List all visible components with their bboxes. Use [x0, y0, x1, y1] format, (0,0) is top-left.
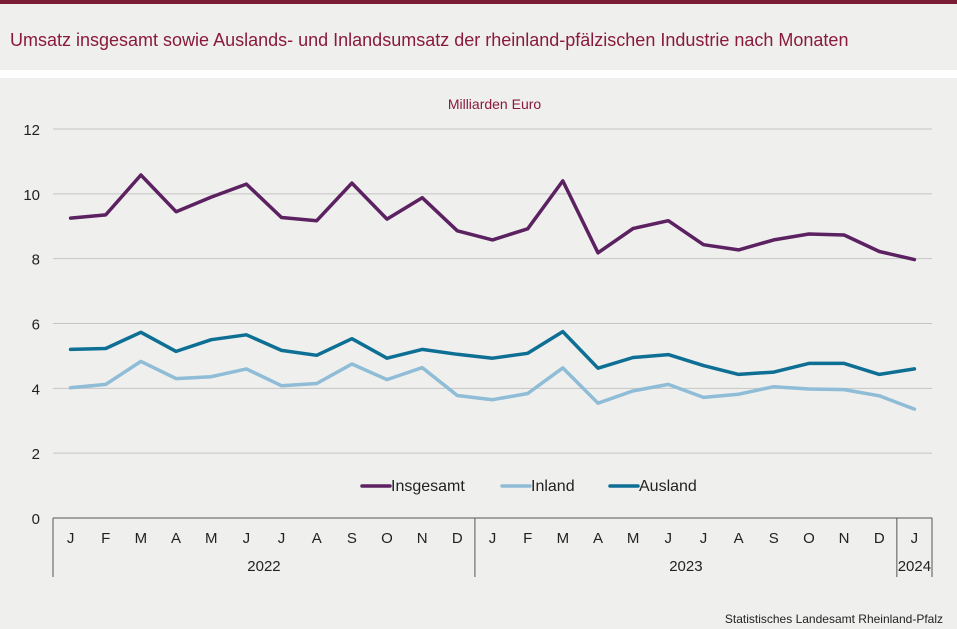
gridlines [53, 128, 932, 454]
x-tick-label: O [803, 530, 815, 547]
series-line-ausland [68, 329, 917, 377]
y-tick-label: 10 [23, 187, 40, 204]
x-axis: J F M A M J J A S O N D J F M A M J J A S O N D J 2022 2023 2024 [52, 517, 933, 577]
x-tick-label: S [769, 530, 779, 547]
x-tick-label: D [874, 530, 885, 547]
y-tick-label: 6 [32, 317, 40, 334]
y-tick-label: 4 [32, 381, 40, 398]
y-axis-ticks: 0 2 4 6 8 10 12 [23, 122, 40, 528]
page-title: Umsatz insgesamt sowie Auslands- und Inl… [10, 30, 849, 50]
legend-label: Ausland [639, 478, 697, 495]
x-tick-label: O [381, 530, 393, 547]
x-tick-label: A [312, 530, 322, 547]
legend: Insgesamt Inland Ausland [360, 478, 697, 495]
unit-label: Milliarden Euro [448, 96, 542, 112]
year-label: 2022 [247, 558, 280, 575]
x-tick-label: J [911, 530, 919, 547]
y-tick-label: 8 [32, 252, 40, 269]
year-label: 2024 [898, 558, 931, 575]
header-divider [0, 70, 957, 78]
x-tick-label: M [205, 530, 218, 547]
x-tick-label: N [839, 530, 850, 547]
y-tick-label: 2 [32, 446, 40, 463]
x-tick-label: J [665, 530, 673, 547]
x-tick-label: F [101, 530, 110, 547]
x-tick-label: J [489, 530, 497, 547]
series-line-inland [68, 359, 917, 411]
year-label: 2023 [669, 558, 702, 575]
x-tick-label: A [593, 530, 603, 547]
x-tick-label: D [452, 530, 463, 547]
y-tick-label: 12 [23, 122, 40, 139]
x-tick-label: F [523, 530, 532, 547]
top-accent-bar [0, 0, 957, 4]
x-tick-label: A [171, 530, 181, 547]
x-tick-label: J [700, 530, 708, 547]
x-tick-label: S [347, 530, 357, 547]
x-tick-label: J [67, 530, 75, 547]
x-tick-label: M [627, 530, 640, 547]
x-tick-label: J [243, 530, 251, 547]
series-line-insgesamt [68, 173, 917, 262]
series-lines [68, 173, 917, 411]
source-label: Statistisches Landesamt Rheinland-Pfalz [724, 612, 943, 626]
x-tick-label: N [417, 530, 428, 547]
chart-area [0, 78, 957, 629]
legend-label: Insgesamt [391, 478, 465, 495]
legend-label: Inland [531, 478, 575, 495]
x-tick-label: M [557, 530, 570, 547]
header: Umsatz insgesamt sowie Auslands- und Inl… [0, 4, 957, 70]
x-tick-label: J [278, 530, 286, 547]
x-tick-label: A [734, 530, 744, 547]
y-tick-label: 0 [32, 511, 40, 528]
x-tick-label: M [135, 530, 148, 547]
